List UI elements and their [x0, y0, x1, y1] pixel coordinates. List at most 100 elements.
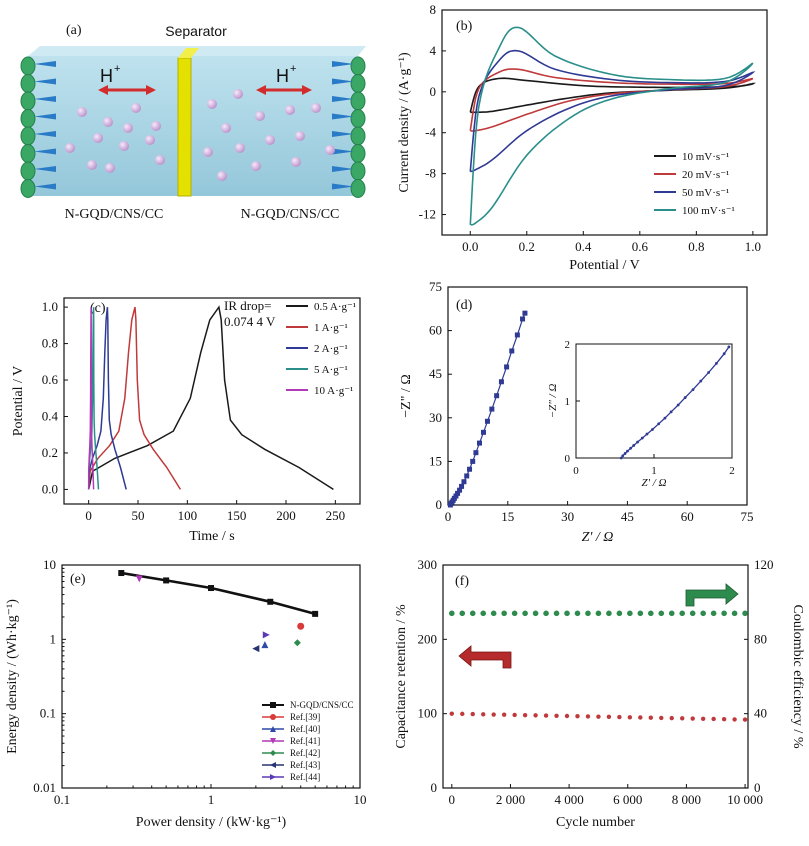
nyquist-point — [489, 406, 495, 412]
nyquist-point — [504, 364, 510, 370]
efficiency-point — [679, 610, 686, 617]
ion — [325, 145, 335, 155]
y-tick-label: 10 — [43, 557, 56, 572]
legend-label: 10 A·g⁻¹ — [314, 385, 353, 397]
gcd-curve — [87, 305, 334, 491]
y-axis-label: Capacitance retention / % — [394, 604, 409, 749]
x-tick-label: 0.6 — [632, 239, 649, 254]
ref-point — [293, 639, 301, 647]
efficiency-point — [532, 610, 539, 617]
inset-point — [727, 345, 731, 349]
legend-label: 50 mV·s⁻¹ — [682, 187, 729, 199]
efficiency-point — [522, 610, 528, 617]
x-tick-label: 10 — [354, 792, 367, 807]
legend: 10 mV·s⁻¹ 20 mV·s⁻¹ 50 mV·s⁻¹ 100 mV·s⁻¹ — [654, 151, 735, 217]
retention-point — [617, 714, 622, 720]
legend-label: 100 mV·s⁻¹ — [682, 205, 735, 217]
ion-transport-arrow-left — [98, 85, 156, 95]
ion-charge-right: + — [290, 63, 296, 75]
retention-point — [460, 711, 465, 717]
nyquist-point — [509, 348, 515, 354]
ion — [65, 143, 75, 153]
nyquist-point — [522, 310, 528, 316]
inset-point — [632, 444, 636, 447]
y-tick-label: 300 — [418, 557, 438, 572]
nyquist-point — [484, 418, 490, 424]
x-tick-label: 8 000 — [672, 792, 701, 807]
x-tick-label: 0.0 — [462, 239, 478, 254]
ragone-point — [312, 610, 319, 617]
ref-point — [297, 622, 305, 630]
gcd-curve — [87, 306, 182, 490]
collector-bead — [350, 179, 366, 198]
plot-frame — [441, 9, 768, 236]
efficiency-point — [585, 610, 591, 617]
nanosheet — [34, 166, 56, 172]
inset-point — [651, 428, 654, 431]
y-tick-label: 0.2 — [42, 445, 58, 460]
retention-point — [742, 717, 748, 722]
collector-bead — [350, 91, 366, 111]
inset-point — [657, 422, 661, 426]
ion — [77, 107, 87, 117]
nyquist-point — [461, 479, 467, 485]
ion — [123, 123, 133, 133]
nyquist-chart: 0 15 30 45 60 75 0 15 30 45 60 75 (d) Z' / Ω −Z" / Ω 0 1… — [399, 279, 754, 545]
y-right-tick-label: 0 — [754, 780, 761, 795]
legend-marker — [270, 774, 276, 780]
legend-label: Ref.[44] — [290, 772, 320, 782]
ion — [103, 117, 113, 127]
y-tick-label: 1 — [565, 396, 571, 408]
retention-point — [533, 713, 538, 718]
nanosheet — [34, 61, 56, 67]
retention-point — [732, 717, 737, 722]
legend-label: 2 A·g⁻¹ — [314, 343, 348, 355]
y-tick-label: 0 — [565, 453, 571, 465]
legend-marker — [270, 702, 276, 708]
retention-point — [721, 716, 727, 722]
ion-symbol-right: H — [276, 66, 289, 86]
x-tick-label: 0.8 — [688, 239, 704, 254]
retention-point — [711, 716, 716, 722]
legend-label: 1 A·g⁻¹ — [314, 322, 348, 334]
ref-point — [261, 641, 269, 649]
x-tick-label: 200 — [276, 508, 296, 523]
ion-transport-arrow-right — [256, 85, 312, 95]
y-tick-label: 100 — [418, 706, 438, 721]
y-axis-label: Potential / V — [11, 366, 26, 437]
x-tick-label: 0.2 — [519, 239, 535, 254]
efficiency-point — [710, 610, 717, 617]
separator — [177, 57, 192, 197]
ir-drop-annotation: IR drop= — [224, 298, 271, 313]
legend-label: Ref.[42] — [290, 748, 320, 758]
retention-point — [638, 715, 643, 720]
retention-point — [690, 716, 695, 721]
schematic-panel: (a) Separator H + H + N-GQD/CNS/CC — [20, 23, 366, 222]
y-tick-label: 0.1 — [40, 706, 56, 721]
nyquist-point — [480, 429, 486, 435]
nanosheet — [332, 113, 354, 120]
x-tick-label: 1 — [208, 792, 215, 807]
legend-marker — [270, 762, 276, 768]
retention-point — [470, 711, 475, 717]
ion — [131, 103, 141, 113]
efficiency-point — [689, 610, 696, 617]
efficiency-point — [606, 610, 612, 617]
y-tick-label: 200 — [418, 631, 438, 646]
x-tick-label: 10 000 — [727, 792, 763, 807]
x-tick-label: 0.4 — [575, 239, 592, 254]
inset-y-axis-label: −Z" / Ω — [547, 384, 559, 419]
nyquist-line — [449, 312, 526, 506]
ion — [295, 131, 305, 141]
y-axis-label: Energy density / (Wh·kg⁻¹) — [5, 599, 20, 754]
y-tick-label: 75 — [429, 279, 442, 294]
inset-point — [669, 410, 673, 414]
x-tick-label: 0 — [445, 509, 452, 524]
y-axis-label: −Z" / Ω — [399, 374, 414, 417]
x-tick-label: 60 — [681, 509, 694, 524]
legend-label: Ref.[43] — [290, 760, 320, 770]
x-tick-label: 6 000 — [613, 792, 642, 807]
legend-marker — [270, 750, 276, 756]
x-tick-label: 0.1 — [54, 792, 70, 807]
ref-point — [135, 575, 143, 583]
